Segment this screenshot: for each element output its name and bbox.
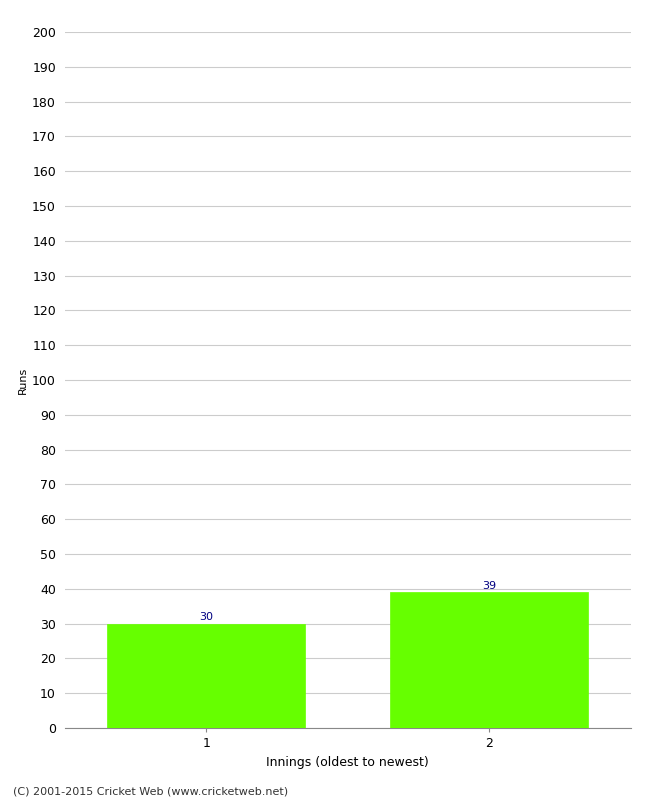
- Text: (C) 2001-2015 Cricket Web (www.cricketweb.net): (C) 2001-2015 Cricket Web (www.cricketwe…: [13, 786, 288, 796]
- Text: 30: 30: [200, 612, 213, 622]
- Bar: [390, 592, 588, 728]
- Text: 39: 39: [482, 581, 496, 590]
- X-axis label: Innings (oldest to newest): Innings (oldest to newest): [266, 755, 429, 769]
- Bar: [107, 624, 306, 728]
- Y-axis label: Runs: Runs: [18, 366, 28, 394]
